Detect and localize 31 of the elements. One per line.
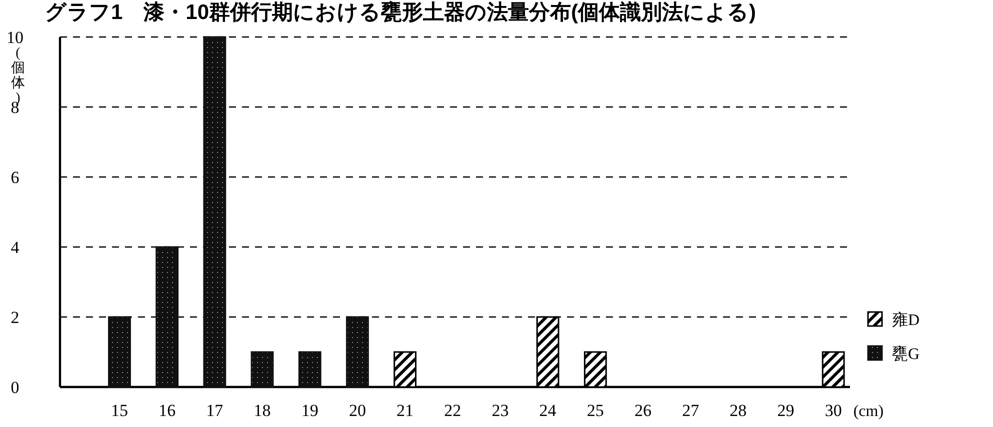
legend-label: 雍D bbox=[892, 311, 920, 329]
legend-label: 甕G bbox=[892, 345, 920, 363]
chart-title: グラフ1 漆・10群併行期における甕形土器の法量分布(個体識別法による) bbox=[45, 0, 756, 24]
x-tick-label: 24 bbox=[539, 401, 557, 420]
x-tick-label: 29 bbox=[777, 401, 794, 420]
x-tick-label: 25 bbox=[586, 401, 604, 420]
x-tick-label: 26 bbox=[634, 401, 652, 420]
x-tick-label: 17 bbox=[206, 401, 224, 420]
x-tick-label: 23 bbox=[492, 401, 509, 420]
x-axis-title: (cm) bbox=[853, 403, 884, 420]
x-tick-label: 16 bbox=[158, 401, 176, 420]
x-tick-label: 19 bbox=[301, 401, 318, 420]
y-tick-label: 10 bbox=[6, 28, 24, 47]
x-tick-label: 28 bbox=[730, 401, 747, 420]
x-tick-label: 27 bbox=[682, 401, 700, 420]
x-tick-label: 21 bbox=[396, 401, 414, 420]
x-tick-label: 30 bbox=[824, 401, 842, 420]
y-tick-label: 6 bbox=[10, 168, 20, 187]
x-tick-label: 20 bbox=[348, 401, 366, 420]
bar bbox=[298, 351, 322, 388]
y-tick-label: 4 bbox=[10, 238, 20, 257]
y-tick-label: 0 bbox=[10, 378, 20, 397]
bar bbox=[346, 316, 369, 388]
bar bbox=[156, 246, 179, 388]
x-tick-label: 18 bbox=[254, 401, 271, 420]
bar bbox=[108, 316, 131, 388]
bar bbox=[203, 36, 226, 388]
x-tick-label: 22 bbox=[444, 401, 462, 420]
bar bbox=[250, 351, 274, 388]
x-tick-label: 15 bbox=[110, 401, 128, 420]
y-tick-label: 2 bbox=[10, 308, 20, 327]
